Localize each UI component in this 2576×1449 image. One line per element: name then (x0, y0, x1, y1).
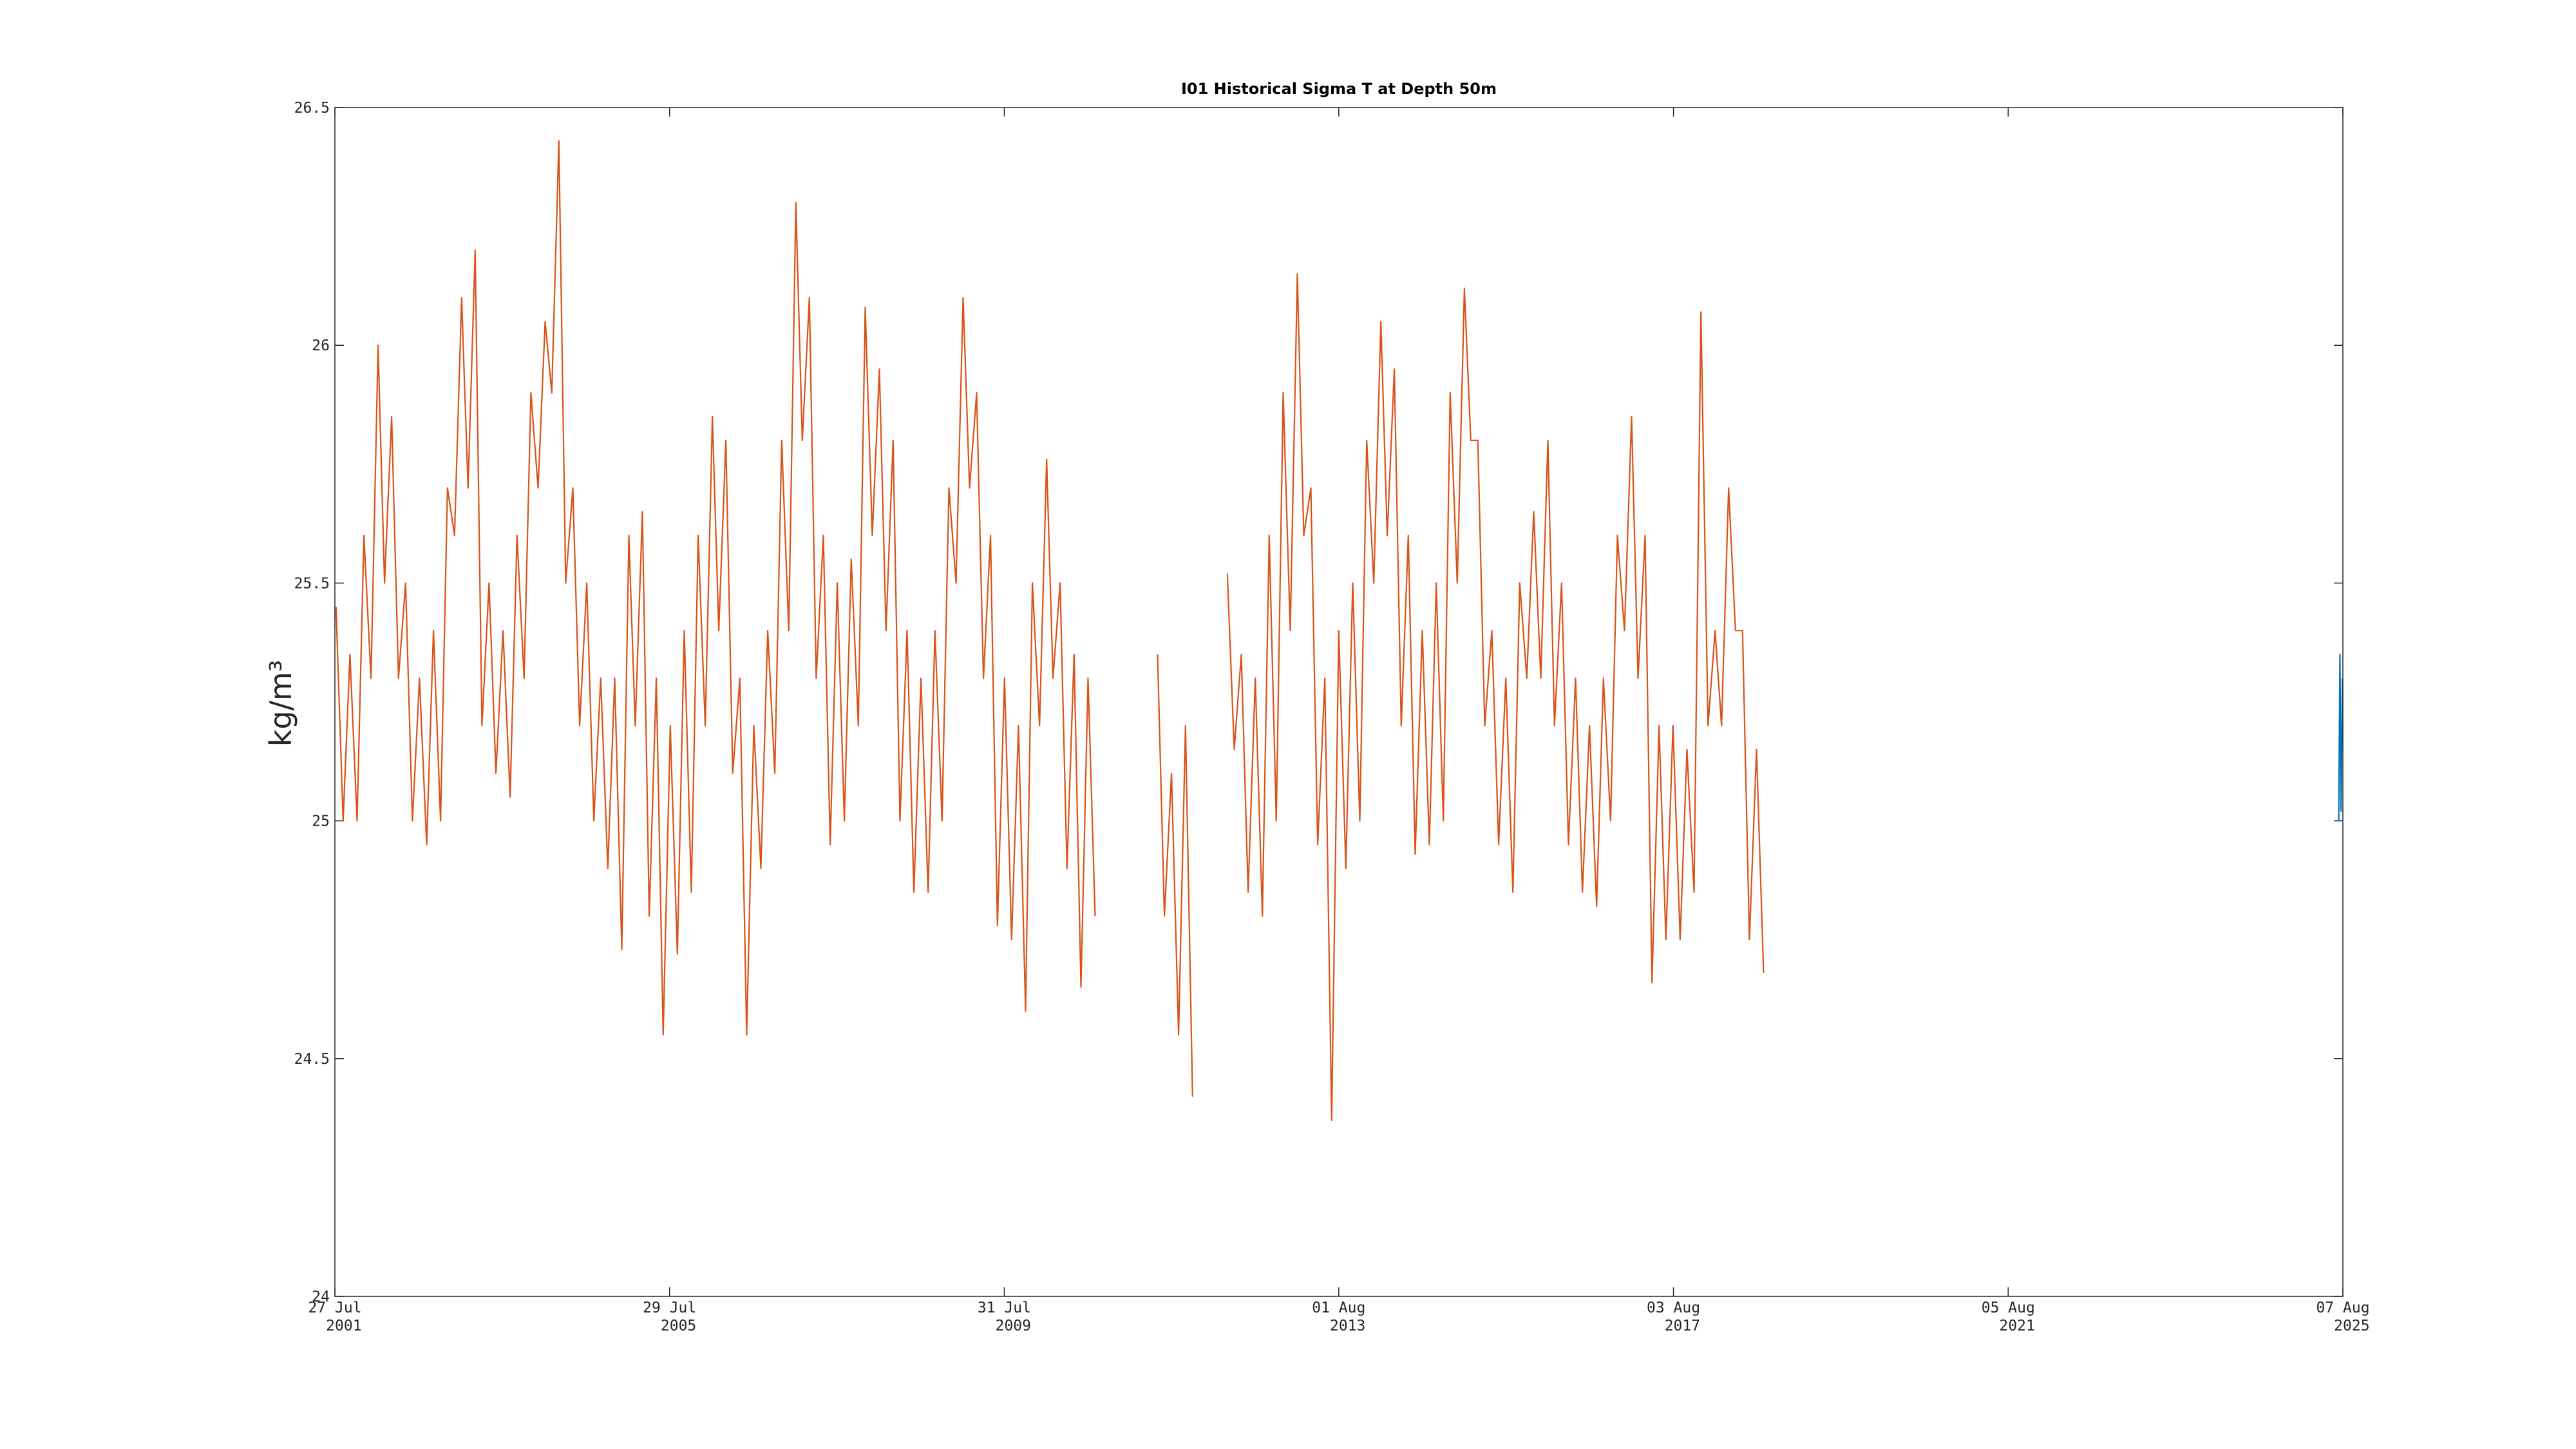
series-line (335, 140, 1765, 1121)
y-tick-label: 24 (312, 1289, 330, 1305)
y-tick-label: 26 (312, 337, 330, 354)
chart-title: I01 Historical Sigma T at Depth 50m (1181, 80, 1497, 98)
x-tick-label: 01 Aug 2013 (1312, 1300, 1366, 1334)
y-tick-label: 24.5 (294, 1051, 330, 1068)
x-tick-label: 29 Jul 2005 (643, 1300, 697, 1334)
y-tick-label: 26.5 (294, 100, 330, 117)
x-tick-label: 31 Jul 2009 (977, 1300, 1031, 1334)
y-tick-label: 25 (312, 813, 330, 830)
y-tick-label: 25.5 (294, 575, 330, 592)
series-line (2338, 654, 2344, 821)
x-tick-label: 07 Aug 2025 (2316, 1300, 2370, 1334)
x-tick-label: 05 Aug 2021 (1981, 1300, 2035, 1334)
plot-frame (334, 107, 2344, 1297)
x-tick-label: 03 Aug 2017 (1647, 1300, 1701, 1334)
x-tick-label: 27 Jul 2001 (308, 1300, 362, 1334)
y-axis-label: kg/m³ (263, 660, 298, 747)
